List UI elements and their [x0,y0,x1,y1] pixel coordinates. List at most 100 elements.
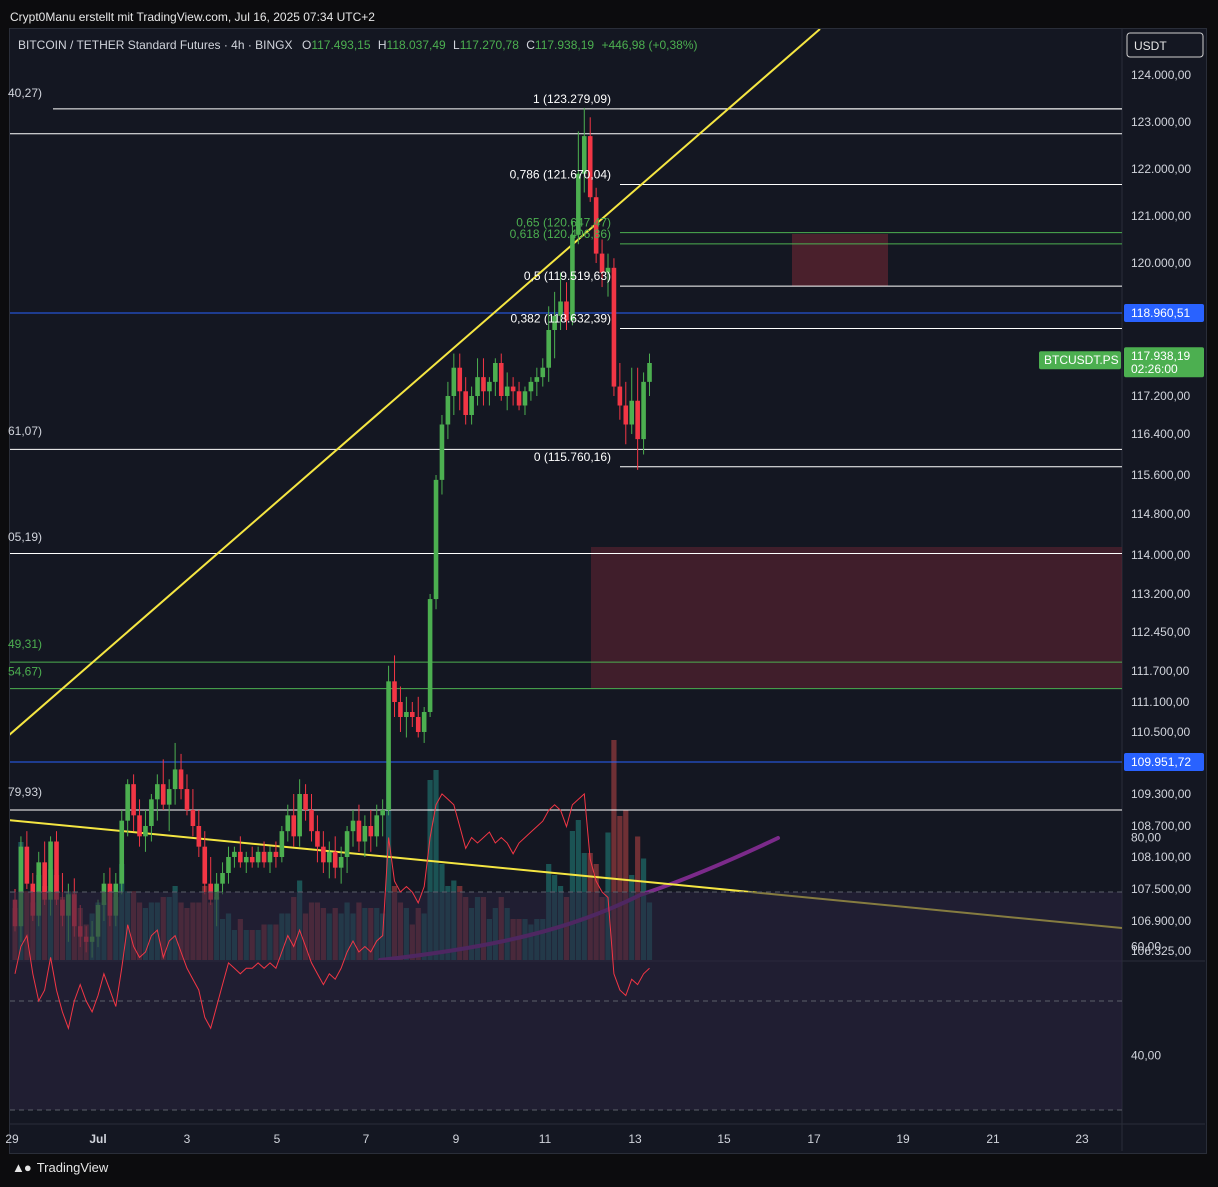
rsi-tick-label: 80,00 [1131,831,1161,845]
candle-body [214,883,219,900]
price-tag [1124,753,1204,771]
candle-body [605,267,611,273]
fib-level-label: 0,382 (118.632,39) [510,311,611,325]
candle-body [498,362,504,396]
fib-level-label: 0,618 (120.406,86) [510,227,611,241]
candle-body [493,362,498,382]
time-tick-label: 19 [896,1132,910,1146]
candle-body [386,681,391,810]
fib-level-label: 0,5 (119.519,63) [524,269,611,283]
price-tick-label: 121.000,00 [1131,209,1191,223]
candle-body [593,197,599,254]
candle-body [137,815,142,837]
price-tick-label: 122.000,00 [1131,162,1191,176]
rsi-line [14,792,650,1031]
candle-body [24,846,30,884]
level-lines [10,108,1122,811]
fib-level-label: 0,786 (121.670,04) [510,168,611,182]
candle-body [297,794,302,837]
candle-body [576,173,581,235]
candle-body [172,769,178,790]
price-tick-label: 111.700,00 [1131,664,1190,678]
price-axis[interactable]: 124.000,00 123.000,00 122.000,00 121.000,00… [1039,68,1204,958]
candle-body [309,810,314,832]
price-tick-label: 114.000,00 [1131,548,1190,562]
price-tick-label: 106.900,00 [1131,914,1191,928]
candle-body [321,846,326,863]
candle-body [143,826,148,837]
candle-body [516,391,522,406]
time-tick-label: Jul [89,1132,106,1146]
rsi-tick-label: 60,00 [1131,940,1161,954]
time-tick-label: 21 [986,1132,1000,1146]
candle-body [131,784,136,816]
attribution-text: Crypt0Manu erstellt mit TradingView.com,… [10,10,375,24]
candle-body [599,253,605,273]
candle-body [581,136,587,174]
candle-body [457,367,463,392]
candle-body [18,846,24,927]
candle-body [641,381,646,440]
candle-body [232,851,237,857]
fib-level-label: 1 (123.279,09) [533,92,611,106]
price-tick-label: 117.200,00 [1131,389,1190,403]
candle-body [504,386,510,396]
price-tick-label: 123.000,00 [1131,115,1191,129]
candle-body [238,851,243,863]
candle-body [445,396,451,425]
rsi-tick-label: 40,00 [1131,1049,1161,1063]
candle-body [54,841,59,900]
price-tick-label: 115.600,00 [1131,468,1190,482]
candle-body [540,367,546,378]
tradingview-brand[interactable]: ▲● TradingView [12,1160,108,1175]
candle-body [647,362,652,382]
supply-zone-upper [792,234,888,286]
candle-body [202,846,208,884]
price-tag-label: 118.960,51 [1131,306,1190,320]
candle-body [332,851,338,868]
supply-zones [591,234,1122,688]
ohlc-values: O117.493,15 H118.037,49 L117.270,78 C117… [302,38,698,52]
candle-body [404,712,409,717]
candle-body [481,377,486,392]
left-level-label: 61,07) [8,424,42,438]
candle-body [368,826,374,837]
time-axis[interactable]: 29 Jul 3 5 7 9 11 13 15 17 19 21 23 [5,1132,1089,1146]
candle-body [48,841,53,900]
candle-body [155,784,160,800]
time-tick-label: 5 [274,1132,281,1146]
candle-body [534,377,540,382]
candle-body [344,831,350,857]
left-level-label: 49,31) [8,637,42,651]
candle-body [125,784,130,821]
symbol-line: BITCOIN / TETHER Standard Futures · 4h ·… [18,38,293,52]
symbol-legend: BITCOIN / TETHER Standard Futures · 4h ·… [18,38,698,52]
candle-body [160,784,166,805]
candle-body [261,851,267,863]
price-tag-label: 109.951,72 [1131,755,1191,769]
candle-body [487,381,492,392]
candle-body [273,851,279,857]
candle-body [267,851,273,863]
candle-body [558,301,563,316]
left-level-label: 40,27) [8,86,42,100]
candle-body [279,831,285,857]
price-tick-label: 111.100,00 [1131,695,1190,709]
candle-body [528,381,534,392]
price-tick-label: 124.000,00 [1131,68,1191,82]
currency-selector[interactable]: USDT [1126,32,1204,58]
candle-body [190,810,196,826]
ascending-trendline[interactable] [8,29,821,736]
volume-bar [611,740,617,960]
countdown-label: 02:26:00 [1131,362,1178,376]
volume-bar [575,820,581,960]
price-tick-label: 107.500,00 [1131,882,1191,896]
candle-body [326,851,332,863]
candle-body [42,862,47,900]
candle-body [196,826,202,847]
candle-body [522,391,528,406]
current-price-tag [1124,347,1204,378]
candle-body [392,681,397,702]
candle-body [255,851,261,863]
